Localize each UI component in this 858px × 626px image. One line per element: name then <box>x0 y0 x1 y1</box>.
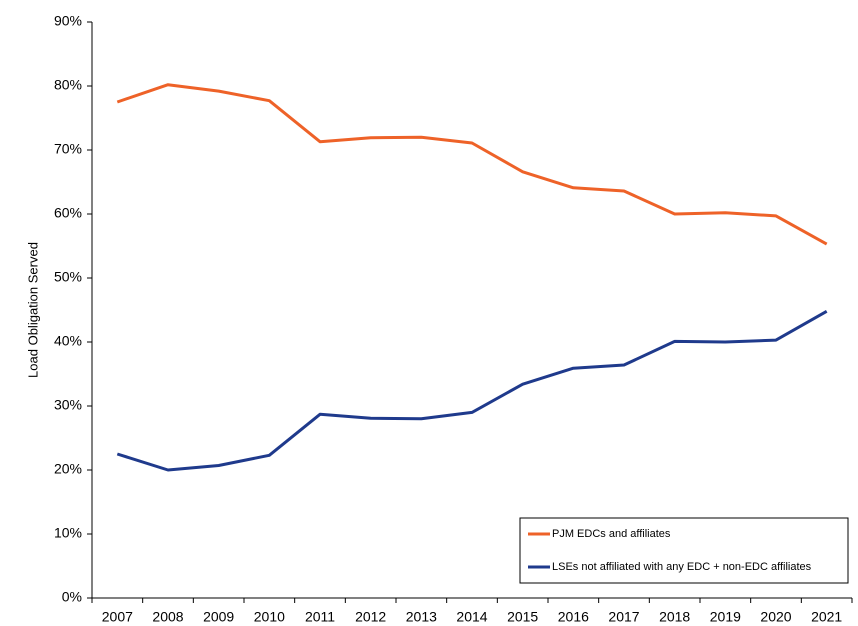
y-tick-label: 10% <box>54 525 82 541</box>
x-tick-label: 2021 <box>811 609 842 625</box>
y-tick-label: 70% <box>54 141 82 157</box>
y-axis-label: Load Obligation Served <box>25 242 40 378</box>
y-tick-label: 90% <box>54 13 82 29</box>
x-tick-label: 2015 <box>507 609 538 625</box>
x-tick-label: 2008 <box>152 609 183 625</box>
y-tick-label: 40% <box>54 333 82 349</box>
x-tick-label: 2011 <box>305 609 335 625</box>
x-tick-label: 2018 <box>659 609 690 625</box>
x-tick-label: 2016 <box>558 609 589 625</box>
legend-label: LSEs not affiliated with any EDC + non-E… <box>552 561 812 573</box>
y-tick-label: 80% <box>54 77 82 93</box>
x-tick-label: 2009 <box>203 609 234 625</box>
x-tick-label: 2010 <box>254 609 285 625</box>
x-tick-label: 2019 <box>710 609 741 625</box>
y-tick-label: 0% <box>62 589 82 605</box>
x-tick-label: 2020 <box>760 609 791 625</box>
x-tick-label: 2007 <box>102 609 133 625</box>
y-tick-label: 60% <box>54 205 82 221</box>
y-tick-label: 30% <box>54 397 82 413</box>
y-tick-label: 50% <box>54 269 82 285</box>
legend-label: PJM EDCs and affiliates <box>552 528 671 540</box>
line-series <box>116 83 828 246</box>
y-tick-label: 20% <box>54 461 82 477</box>
x-tick-label: 2013 <box>406 609 437 625</box>
x-tick-label: 2014 <box>456 609 487 625</box>
legend-box <box>519 517 849 584</box>
x-tick-label: 2012 <box>355 609 386 625</box>
x-tick-label: 2017 <box>608 609 639 625</box>
line-series <box>116 309 828 472</box>
